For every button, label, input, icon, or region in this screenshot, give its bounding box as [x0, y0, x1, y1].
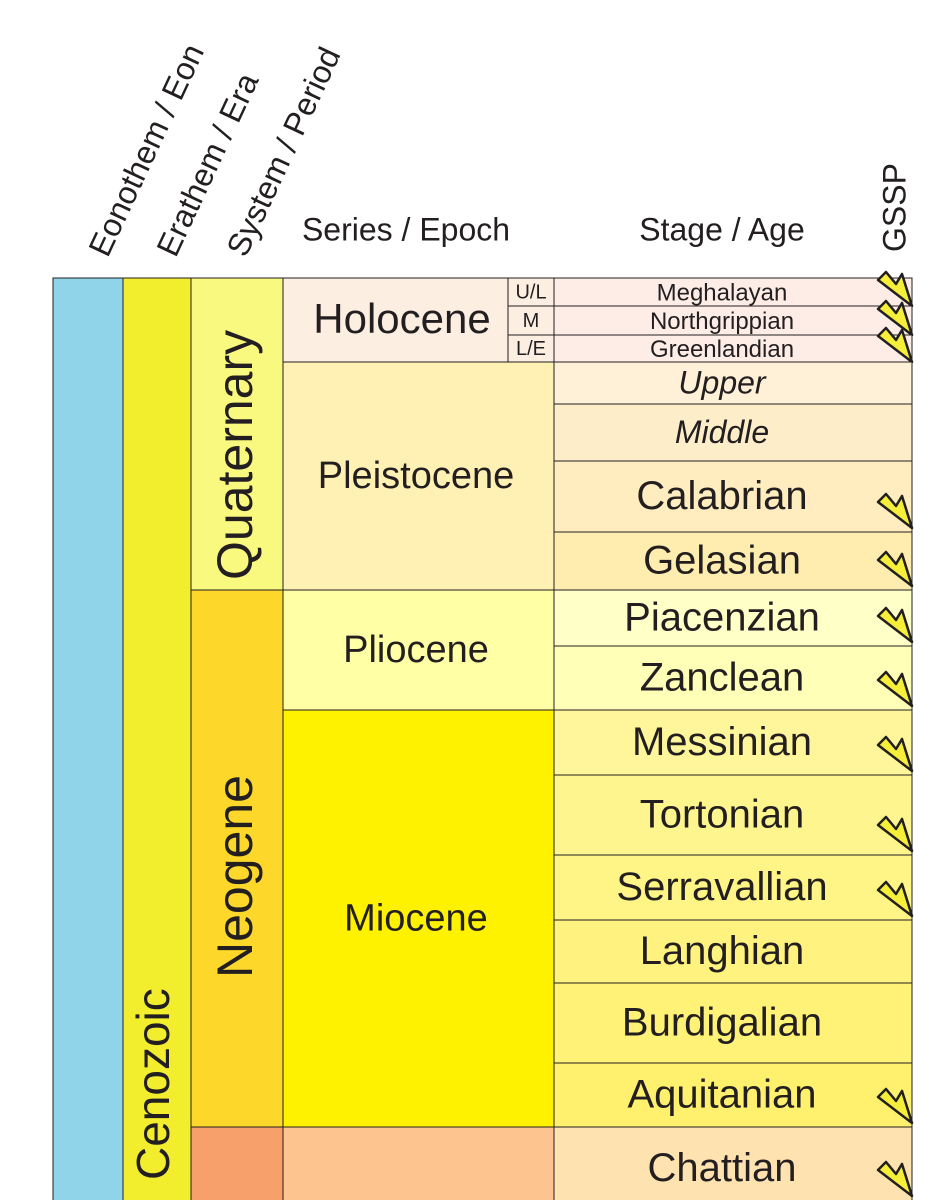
header-stage: Stage / Age: [639, 211, 804, 247]
period-label: Neogene: [207, 775, 263, 978]
stage-cell: [553, 305, 913, 336]
stage-cell: [553, 361, 913, 405]
gssp-spike: [876, 492, 914, 530]
series-label: Holocene: [313, 295, 490, 342]
stage-label: Langhian: [640, 929, 805, 973]
stage-label: Upper: [678, 364, 767, 400]
gssp-spike: [876, 1087, 914, 1125]
stage-cell: [553, 403, 913, 462]
header-gssp: GSSP: [876, 163, 912, 252]
table: Cenozoic Quaternary Neogene Holocene Pleisto…: [52, 270, 914, 1200]
stage-label: Meghalayan: [657, 279, 788, 306]
stage-label: Northgrippian: [650, 308, 794, 335]
series-label: Pleistocene: [318, 455, 514, 497]
stage-label: Middle: [675, 414, 769, 450]
gssp-spike: [876, 735, 914, 773]
subseries-cell: [507, 334, 555, 363]
series-cell: [282, 589, 555, 711]
stage-cell: [553, 774, 913, 856]
gssp-spike: [876, 670, 914, 708]
stage-cell: [553, 645, 913, 711]
series-label: Miocene: [344, 898, 488, 940]
stage-label: Messinian: [632, 720, 812, 764]
period-label: Quaternary: [207, 330, 263, 580]
period-cell: [190, 589, 284, 1128]
period-cell: [190, 277, 284, 591]
stage-label: Piacenzian: [624, 596, 820, 640]
stage-label: Aquitanian: [627, 1073, 816, 1117]
subseries-cell: [507, 277, 555, 307]
stage-label: Burdigalian: [622, 1001, 822, 1045]
subseries-label: L/E: [516, 338, 546, 360]
stage-cell: [553, 1062, 913, 1128]
stage-label: Tortonian: [640, 793, 805, 837]
stage-label: Greenlandian: [650, 336, 794, 363]
gssp-spike: [876, 1160, 914, 1198]
header-series: Series / Epoch: [302, 211, 510, 247]
stage-cell: [553, 460, 913, 533]
gssp-spike: [876, 606, 914, 644]
subseries-label: M: [523, 310, 540, 332]
stage-cell: [553, 982, 913, 1064]
gssp-spike: [876, 550, 914, 588]
series-label: Pliocene: [343, 629, 489, 671]
stage-cell: [553, 589, 913, 647]
stage-label: Chattian: [648, 1146, 797, 1190]
series-cell: [282, 361, 555, 591]
gssp-spike: [876, 815, 914, 853]
series-cell: [282, 1126, 555, 1200]
gssp-spike: [876, 299, 914, 337]
stage-cell: [553, 1126, 913, 1200]
stage-label: Serravallian: [616, 865, 827, 909]
gssp-spike: [876, 880, 914, 918]
stage-cell: [553, 334, 913, 363]
stage-label: Gelasian: [643, 539, 801, 583]
era-label: Cenozoic: [127, 988, 179, 1180]
stage-label: Zanclean: [640, 656, 805, 700]
stage-label: Calabrian: [636, 474, 807, 518]
gssp-spike: [876, 270, 914, 308]
stage-cell: [553, 531, 913, 591]
period-cell: [190, 1126, 284, 1200]
stage-cell: [553, 854, 913, 921]
gssp-spike: [876, 326, 914, 364]
eon-cell: [52, 277, 124, 1200]
subseries-label: U/L: [515, 281, 546, 303]
stage-cell: [553, 709, 913, 776]
